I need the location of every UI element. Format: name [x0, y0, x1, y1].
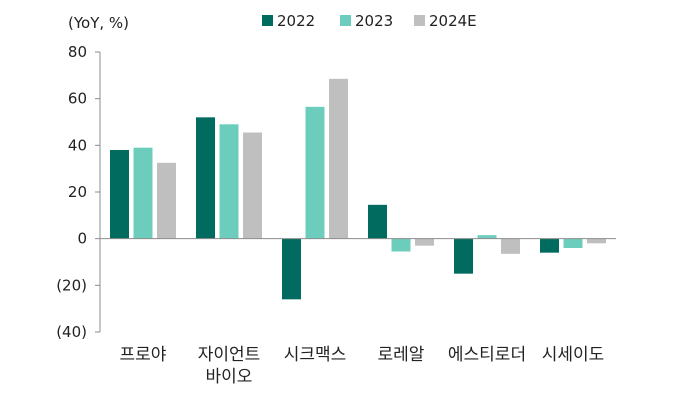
bar-2024e-5	[587, 238, 606, 244]
bar-2022-1	[196, 117, 215, 239]
bar-2024e-4	[501, 238, 520, 254]
legend-swatch-2022	[262, 15, 273, 26]
y-tick-label: 80	[68, 43, 87, 61]
x-category-label: 에스티로더	[448, 345, 526, 365]
bar-2022-5	[540, 238, 559, 253]
y-unit-label: (YoY, %)	[68, 14, 129, 32]
legend-swatch-2024e	[414, 15, 425, 26]
legend-label-2023: 2023	[355, 12, 393, 30]
y-tick-label: (40)	[56, 323, 87, 341]
y-tick-label: (20)	[56, 276, 87, 294]
x-category-label: 프로야	[120, 345, 167, 365]
bar-2022-3	[368, 204, 387, 239]
y-tick-label: 0	[77, 230, 87, 248]
bar-2023-1	[219, 124, 239, 239]
bar-2022-0	[110, 150, 129, 239]
x-category-label: 자이언트	[198, 345, 261, 365]
x-category-label: 바이오	[206, 367, 253, 387]
legend-label-2024e: 2024E	[429, 12, 477, 30]
bar-2023-0	[133, 147, 153, 239]
y-tick-label: 20	[68, 183, 87, 201]
bar-2024e-1	[243, 132, 262, 239]
bar-2024e-3	[415, 238, 434, 246]
bar-2023-3	[391, 238, 411, 252]
bar-2024e-2	[329, 78, 348, 239]
x-category-label: 로레알	[378, 345, 425, 365]
bar-2022-4	[454, 238, 473, 274]
x-category-label: 시세이도	[542, 345, 605, 365]
bar-2022-2	[282, 238, 301, 300]
y-axis-ticks: 80 60 40 20 0 (20) (40)	[56, 43, 100, 341]
y-tick-label: 40	[68, 136, 87, 154]
legend-label-2022: 2022	[277, 12, 315, 30]
bar-2023-2	[305, 106, 325, 239]
bar-2023-4	[477, 235, 497, 239]
bar-2023-5	[563, 238, 583, 248]
legend: 2022 2023 2024E	[262, 12, 477, 30]
bars	[110, 78, 606, 300]
legend-swatch-2023	[340, 15, 351, 26]
y-tick-label: 60	[68, 90, 87, 108]
bar-2024e-0	[157, 162, 176, 239]
x-category-label: 시크맥스	[284, 345, 347, 365]
